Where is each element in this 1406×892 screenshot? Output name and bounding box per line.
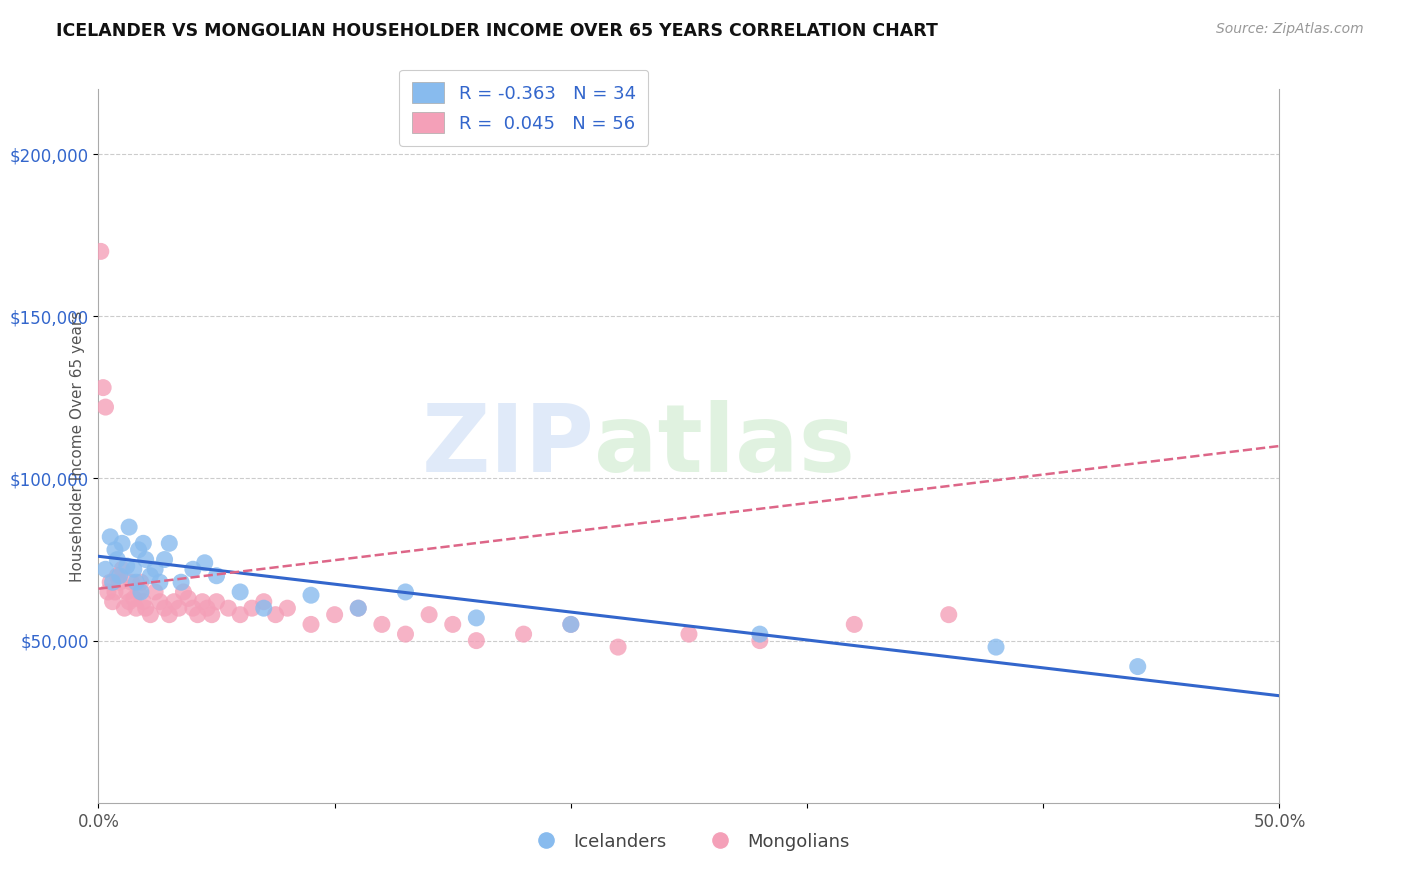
Mongolians bbox=[115, 585, 138, 599]
Mongolians bbox=[938, 607, 960, 622]
Mongolians bbox=[91, 381, 114, 395]
Mongolians bbox=[195, 601, 218, 615]
Mongolians bbox=[441, 617, 464, 632]
Mongolians bbox=[371, 617, 394, 632]
Icelanders bbox=[465, 611, 488, 625]
Mongolians bbox=[177, 591, 200, 606]
Mongolians bbox=[240, 601, 263, 615]
Icelanders bbox=[129, 585, 152, 599]
Mongolians bbox=[560, 617, 582, 632]
Mongolians bbox=[121, 575, 143, 590]
Mongolians bbox=[163, 595, 186, 609]
Mongolians bbox=[132, 595, 155, 609]
Mongolians bbox=[844, 617, 866, 632]
Icelanders bbox=[229, 585, 252, 599]
Icelanders bbox=[108, 568, 131, 582]
Mongolians bbox=[299, 617, 322, 632]
Icelanders bbox=[105, 552, 128, 566]
Icelanders bbox=[149, 575, 172, 590]
Mongolians bbox=[201, 607, 224, 622]
Mongolians bbox=[217, 601, 239, 615]
Icelanders bbox=[253, 601, 276, 615]
Mongolians bbox=[149, 595, 172, 609]
Mongolians bbox=[394, 627, 416, 641]
Mongolians bbox=[143, 585, 166, 599]
Icelanders bbox=[115, 559, 138, 574]
Mongolians bbox=[512, 627, 534, 641]
Icelanders bbox=[560, 617, 582, 632]
Legend: Icelanders, Mongolians: Icelanders, Mongolians bbox=[520, 826, 858, 858]
Icelanders bbox=[194, 556, 217, 570]
Mongolians bbox=[187, 607, 209, 622]
Mongolians bbox=[129, 575, 152, 590]
Icelanders bbox=[347, 601, 370, 615]
Icelanders bbox=[170, 575, 193, 590]
Mongolians bbox=[607, 640, 630, 654]
Icelanders bbox=[125, 575, 148, 590]
Mongolians bbox=[101, 595, 124, 609]
Icelanders bbox=[128, 542, 150, 557]
Mongolians bbox=[276, 601, 298, 615]
Icelanders bbox=[1126, 659, 1149, 673]
Icelanders bbox=[94, 562, 117, 576]
Icelanders bbox=[111, 536, 134, 550]
Mongolians bbox=[167, 601, 190, 615]
Icelanders bbox=[205, 568, 228, 582]
Y-axis label: Householder Income Over 65 years: Householder Income Over 65 years bbox=[69, 310, 84, 582]
Mongolians bbox=[94, 400, 117, 414]
Mongolians bbox=[191, 595, 214, 609]
Icelanders bbox=[394, 585, 416, 599]
Mongolians bbox=[418, 607, 440, 622]
Icelanders bbox=[984, 640, 1007, 654]
Icelanders bbox=[135, 552, 157, 566]
Mongolians bbox=[172, 585, 194, 599]
Text: ICELANDER VS MONGOLIAN HOUSEHOLDER INCOME OVER 65 YEARS CORRELATION CHART: ICELANDER VS MONGOLIAN HOUSEHOLDER INCOM… bbox=[56, 22, 938, 40]
Icelanders bbox=[299, 588, 322, 602]
Mongolians bbox=[111, 562, 134, 576]
Mongolians bbox=[97, 585, 120, 599]
Icelanders bbox=[143, 562, 166, 576]
Icelanders bbox=[132, 536, 155, 550]
Mongolians bbox=[135, 601, 157, 615]
Icelanders bbox=[139, 568, 162, 582]
Mongolians bbox=[118, 595, 141, 609]
Mongolians bbox=[347, 601, 370, 615]
Icelanders bbox=[98, 530, 121, 544]
Mongolians bbox=[205, 595, 228, 609]
Text: ZIP: ZIP bbox=[422, 400, 595, 492]
Mongolians bbox=[104, 585, 127, 599]
Mongolians bbox=[748, 633, 770, 648]
Mongolians bbox=[90, 244, 112, 259]
Icelanders bbox=[101, 575, 124, 590]
Mongolians bbox=[122, 591, 145, 606]
Mongolians bbox=[98, 575, 121, 590]
Icelanders bbox=[181, 562, 204, 576]
Mongolians bbox=[108, 575, 131, 590]
Mongolians bbox=[112, 601, 135, 615]
Icelanders bbox=[104, 542, 127, 557]
Icelanders bbox=[748, 627, 770, 641]
Icelanders bbox=[122, 562, 145, 576]
Mongolians bbox=[153, 601, 176, 615]
Icelanders bbox=[118, 520, 141, 534]
Mongolians bbox=[125, 601, 148, 615]
Mongolians bbox=[323, 607, 346, 622]
Mongolians bbox=[264, 607, 287, 622]
Icelanders bbox=[157, 536, 180, 550]
Mongolians bbox=[181, 601, 204, 615]
Mongolians bbox=[465, 633, 488, 648]
Mongolians bbox=[157, 607, 180, 622]
Icelanders bbox=[153, 552, 176, 566]
Mongolians bbox=[229, 607, 252, 622]
Text: atlas: atlas bbox=[595, 400, 855, 492]
Mongolians bbox=[128, 585, 150, 599]
Text: Source: ZipAtlas.com: Source: ZipAtlas.com bbox=[1216, 22, 1364, 37]
Mongolians bbox=[678, 627, 700, 641]
Mongolians bbox=[105, 568, 128, 582]
Mongolians bbox=[139, 607, 162, 622]
Mongolians bbox=[253, 595, 276, 609]
